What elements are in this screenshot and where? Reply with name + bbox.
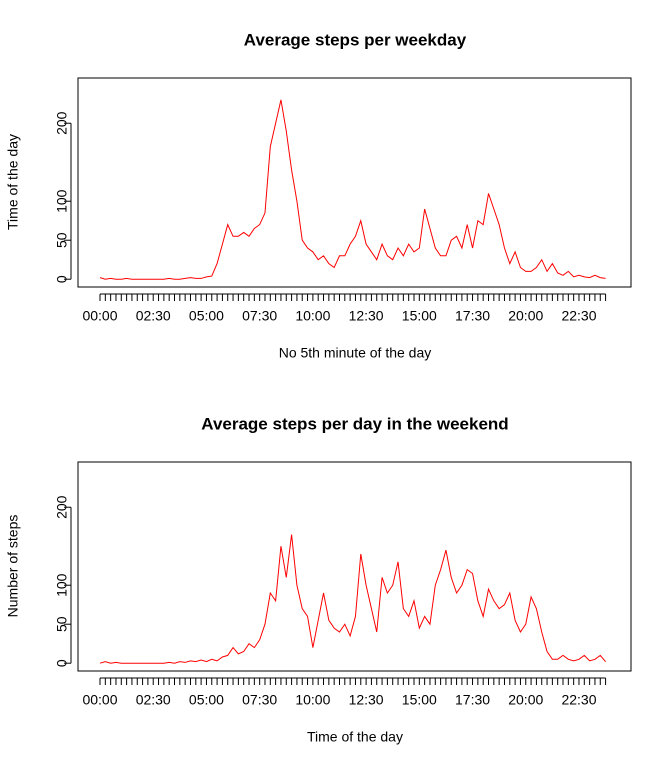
chart: Average steps per day in the weekend Time… (5, 414, 632, 745)
y-tick-label: 200 (54, 495, 70, 519)
y-tick-label: 50 (54, 616, 70, 632)
x-axis-label: Time of the day (307, 729, 403, 745)
x-tick-label: 15:00 (402, 308, 437, 324)
x-tick-label: 10:00 (295, 692, 330, 708)
x-tick-label: 17:30 (455, 308, 490, 324)
x-tick-label: 17:30 (455, 692, 490, 708)
x-tick-label: 02:30 (136, 692, 171, 708)
x-tick-label: 05:00 (189, 692, 224, 708)
y-axis-label: Number of steps (5, 515, 21, 618)
x-tick-label: 00:00 (82, 692, 117, 708)
x-tick-label: 02:30 (136, 308, 171, 324)
x-tick-label: 22:30 (561, 692, 596, 708)
data-line (99, 99, 606, 280)
x-tick-label: 00:00 (82, 308, 117, 324)
x-tick-label: 05:00 (189, 308, 224, 324)
x-tick-label: 22:30 (561, 308, 596, 324)
x-tick-label: 07:30 (242, 308, 277, 324)
x-tick-label: 07:30 (242, 692, 277, 708)
x-tick-label: 12:30 (349, 692, 384, 708)
y-axis-label: Time of the day (5, 134, 21, 230)
y-tick-label: 100 (54, 189, 70, 213)
x-axis-label: No 5th minute of the day (279, 345, 432, 361)
x-tick-label: 20:00 (508, 308, 543, 324)
y-tick-label: 0 (54, 275, 70, 283)
x-tick-label: 10:00 (295, 308, 330, 324)
plot-frame (77, 461, 632, 672)
x-tick-label: 12:30 (349, 308, 384, 324)
chart: Average steps per weekday No 5th minute o… (5, 30, 632, 361)
y-tick-label: 50 (54, 232, 70, 248)
x-tick-label: 20:00 (508, 692, 543, 708)
data-line (99, 534, 606, 664)
y-tick-label: 100 (54, 573, 70, 597)
chart-title: Average steps per day in the weekend (201, 414, 508, 433)
y-tick-label: 0 (54, 659, 70, 667)
y-tick-label: 200 (54, 111, 70, 135)
plot-frame (77, 77, 632, 288)
chart-title: Average steps per weekday (244, 30, 467, 49)
x-tick-label: 15:00 (402, 692, 437, 708)
